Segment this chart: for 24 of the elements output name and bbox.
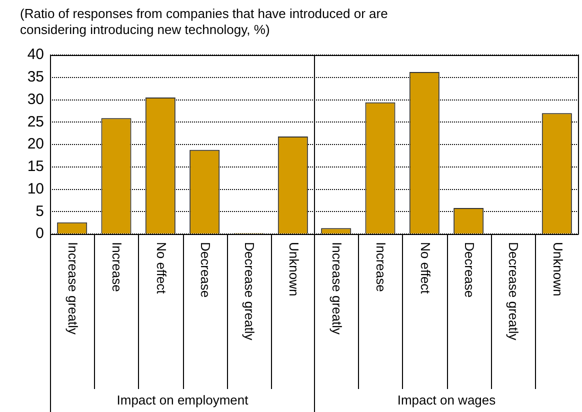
x-tick-label: Increase greatly	[66, 242, 81, 335]
x-tick-label: Unknown	[550, 242, 566, 296]
x-axis-title: Impact on wages	[397, 392, 496, 408]
x-tick-label: Decrease	[198, 242, 214, 298]
y-tick-label: 10	[27, 180, 44, 198]
x-tick-label: No effect	[154, 242, 169, 294]
y-tick-label: 15	[27, 158, 44, 176]
y-tick-label: 30	[27, 90, 44, 108]
x-tick-label: Decrease greatly	[242, 242, 258, 341]
y-tick-label: 5	[36, 202, 44, 220]
x-tick-label: Increase	[110, 242, 125, 292]
x-tick-label: Increase	[374, 242, 389, 292]
x-tick-label: Decrease	[462, 242, 478, 298]
x-axis-title: Impact on employment	[116, 392, 249, 408]
x-tick-label: Decrease greatly	[506, 242, 522, 341]
y-tick-label: 25	[27, 113, 44, 130]
x-tick-label: Increase greatly	[330, 242, 345, 335]
y-tick-label: 0	[36, 225, 44, 242]
y-tick-label: 20	[27, 136, 44, 153]
x-tick-label: Unknown	[286, 242, 302, 296]
chart-title: (Ratio of responses from companies that have introduced or are considering introducing new technology, %)	[20, 6, 389, 38]
y-tick-label: 35	[27, 68, 44, 86]
y-tick-label: 40	[27, 46, 44, 64]
x-tick-label: No effect	[418, 242, 433, 294]
